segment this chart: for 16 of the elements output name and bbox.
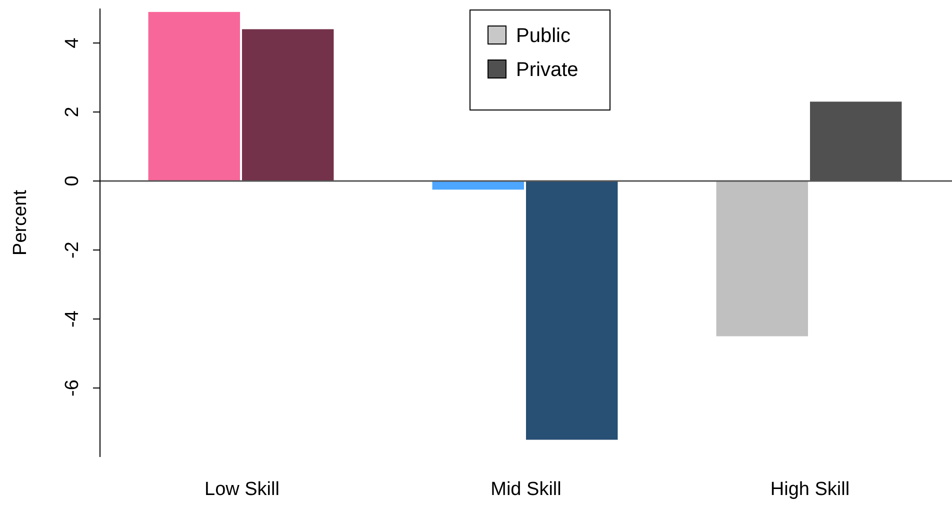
y-axis-title: Percent — [10, 189, 31, 256]
legend-label: Public — [516, 25, 570, 47]
x-tick-label: High Skill — [770, 479, 850, 500]
y-tick-label: 4 — [62, 37, 83, 48]
legend-label: Private — [516, 59, 578, 81]
y-tick-label: -2 — [62, 242, 83, 258]
x-tick-label: Low Skill — [204, 479, 280, 500]
y-tick-label: 0 — [62, 176, 83, 186]
bar — [716, 181, 808, 336]
bar — [242, 29, 334, 181]
y-tick-label: 2 — [62, 106, 83, 118]
bar — [526, 181, 618, 440]
bar — [148, 12, 240, 181]
x-tick-label: Mid Skill — [490, 479, 562, 500]
y-tick-label: -4 — [62, 310, 83, 328]
y-tick-label: -6 — [62, 380, 83, 396]
